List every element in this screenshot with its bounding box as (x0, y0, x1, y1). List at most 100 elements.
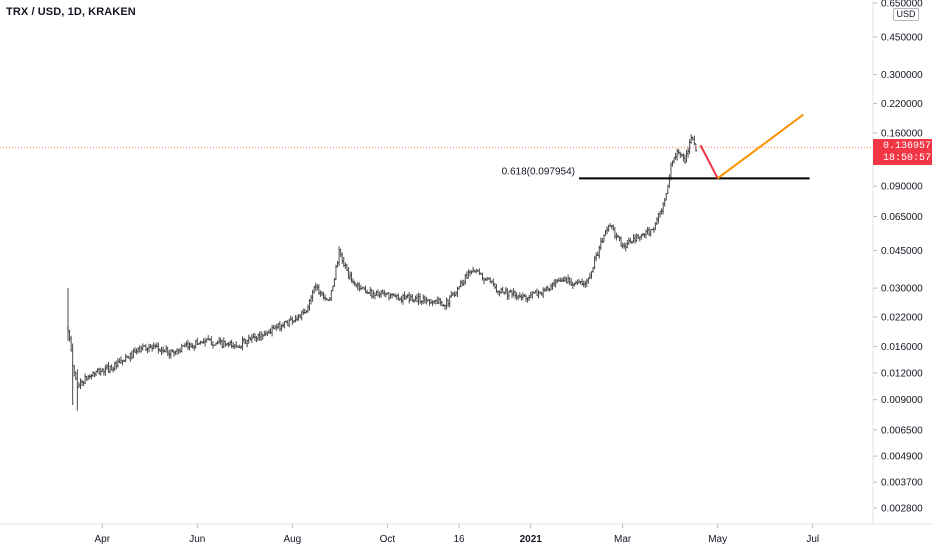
bar-countdown: 18:50:57 (883, 153, 932, 164)
ohlc-bar (309, 294, 313, 305)
ohlc-bar (344, 262, 347, 269)
ohlc-bar (515, 292, 518, 301)
ohlc-bar (263, 330, 266, 337)
last-price-tag: 0.136957 18:50:57 (873, 139, 932, 165)
ohlc-bar (585, 278, 589, 287)
ohlc-bar (336, 260, 339, 268)
ohlc-bar (404, 295, 408, 300)
ohlc-bar (467, 269, 470, 279)
projection-drop-line[interactable] (699, 144, 719, 179)
ohlc-bar (138, 345, 141, 353)
y-tick-label: 0.002800 (881, 504, 923, 515)
ohlc-bar (460, 279, 464, 287)
ohlc-bar (590, 270, 593, 279)
ohlc-bar (428, 299, 431, 307)
ohlc-bar (191, 343, 194, 349)
ohlc-bar (492, 278, 495, 287)
ohlc-bar (612, 224, 615, 231)
ohlc-bar (666, 184, 670, 195)
ohlc-bar (164, 345, 168, 353)
ohlc-bar (552, 279, 556, 287)
ohlc-bar (420, 300, 423, 306)
ohlc-bar (180, 343, 183, 353)
y-tick-label: 0.065000 (881, 212, 923, 223)
ohlc-bar (507, 290, 511, 300)
ohlc-bar (87, 375, 90, 381)
ohlc-bar (384, 292, 388, 298)
ohlc-bar (686, 147, 690, 158)
ohlc-bar (314, 282, 317, 292)
ohlc-bar (83, 373, 87, 384)
ohlc-bar (278, 320, 282, 332)
ohlc-bar (373, 292, 377, 300)
ohlc-bar (269, 328, 272, 335)
y-tick-label: 0.090000 (881, 182, 923, 193)
ohlc-bar (389, 293, 392, 299)
ohlc-bar (378, 291, 381, 299)
ohlc-bar (432, 300, 436, 305)
ohlc-bar (685, 149, 688, 163)
ohlc-bar (605, 226, 609, 235)
ohlc-bar (683, 154, 687, 165)
price-axis: 0.650000 0.450000 0.300000 0.220000 0.160000… (873, 0, 923, 515)
ohlc-bar (306, 304, 310, 313)
ohlc-bar (207, 335, 210, 341)
ohlc-bar (619, 236, 623, 247)
ohlc-bar (322, 291, 325, 300)
ohlc-bar (397, 293, 400, 301)
ohlc-bar (295, 315, 299, 322)
ohlc-bar (68, 329, 71, 342)
ohlc-bar (178, 347, 182, 354)
ohlc-bar (478, 268, 481, 276)
ohlc-bar (230, 339, 233, 349)
ohlc-bar (188, 342, 191, 351)
ohlc-bar (192, 344, 196, 351)
ohlc-bar (668, 174, 671, 189)
projection-rise-line[interactable] (717, 113, 804, 180)
ohlc-bar (679, 151, 682, 159)
ohlc-bar (400, 295, 403, 304)
ohlc-bar (210, 336, 213, 346)
ohlc-bar (451, 291, 455, 296)
ohlc-bar (258, 331, 261, 341)
x-tick-label: Oct (380, 534, 396, 545)
ohlc-bar (311, 289, 314, 302)
ohlc-bar (231, 342, 235, 349)
ohlc-bar (250, 334, 254, 344)
currency-selector[interactable]: USD (893, 8, 919, 21)
ohlc-bar (105, 363, 109, 371)
x-tick-label: May (708, 534, 727, 545)
ohlc-bar (459, 280, 462, 288)
ohlc-bar (79, 378, 82, 390)
ohlc-bar (330, 290, 333, 302)
x-tick-label: Apr (94, 534, 110, 545)
ohlc-bar (351, 278, 355, 285)
y-tick-label: 0.016000 (881, 342, 923, 353)
ohlc-bar (387, 292, 391, 301)
ohlc-bar (244, 338, 247, 345)
ohlc-bar (672, 157, 676, 164)
y-tick-label: 0.006500 (881, 425, 923, 436)
ohlc-bar (613, 226, 617, 239)
ohlc-bar (104, 364, 107, 376)
ohlc-bar (370, 288, 374, 299)
ohlc-bar (116, 358, 120, 368)
ohlc-bar (224, 340, 227, 347)
ohlc-bar (646, 226, 649, 235)
ohlc-bar (124, 354, 127, 363)
ohlc-bar (245, 339, 249, 348)
ohlc-bar (339, 248, 342, 258)
ohlc-bar (355, 283, 358, 288)
ohlc-bar (409, 294, 412, 301)
ohlc-bar (453, 291, 456, 298)
ohlc-bar (584, 280, 587, 288)
ohlc-bar (415, 293, 419, 303)
ohlc-bar (493, 282, 497, 290)
ohlc-bar (323, 294, 327, 302)
y-tick-label: 0.012000 (881, 369, 923, 380)
ohlc-bar (247, 334, 250, 344)
chart-title: TRX / USD, 1D, KRAKEN (6, 6, 136, 18)
ohlc-bar (76, 369, 79, 411)
ohlc-bar (682, 153, 685, 162)
